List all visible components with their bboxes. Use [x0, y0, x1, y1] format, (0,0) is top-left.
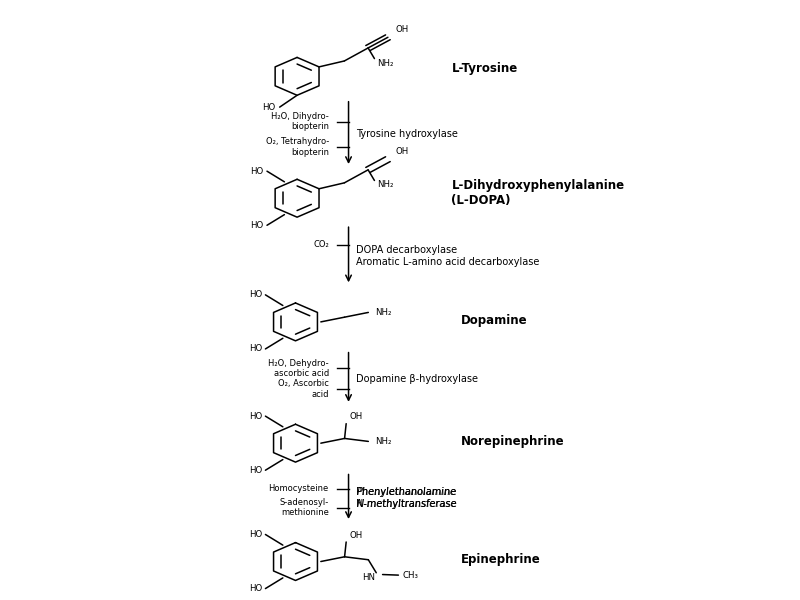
Text: Phenylethanolamine
N-methyltransferase: Phenylethanolamine N-methyltransferase	[357, 487, 457, 509]
Text: Tyrosine hydroxylase: Tyrosine hydroxylase	[357, 130, 458, 139]
Text: OH: OH	[396, 25, 409, 34]
Text: HO: HO	[250, 221, 264, 230]
Text: OH: OH	[350, 530, 362, 539]
Text: HO: HO	[249, 344, 262, 353]
Text: OH: OH	[350, 412, 362, 421]
Text: L-Tyrosine: L-Tyrosine	[451, 62, 518, 74]
Text: Dopamine: Dopamine	[461, 314, 527, 326]
Text: O₂, Ascorbic
acid: O₂, Ascorbic acid	[278, 379, 329, 399]
Text: NH₂: NH₂	[378, 59, 394, 68]
Text: CH₃: CH₃	[402, 571, 418, 580]
Text: NH₂: NH₂	[378, 181, 394, 190]
Text: HO: HO	[249, 412, 262, 421]
Text: L-Dihydroxyphenylalanine
(L-DOPA): L-Dihydroxyphenylalanine (L-DOPA)	[451, 179, 625, 208]
Text: Norepinephrine: Norepinephrine	[461, 435, 565, 448]
Text: HO: HO	[249, 530, 262, 539]
Text: HO: HO	[249, 584, 262, 593]
Text: Phenylethanolamine
N-methyltransferase: Phenylethanolamine N-methyltransferase	[357, 487, 458, 509]
Text: Dopamine β-hydroxylase: Dopamine β-hydroxylase	[357, 374, 478, 383]
Text: HO: HO	[249, 290, 262, 299]
Text: NH₂: NH₂	[374, 437, 391, 446]
Text: HO: HO	[249, 466, 262, 475]
Text: S-adenosyl-
methionine: S-adenosyl- methionine	[279, 498, 329, 517]
Text: HO: HO	[250, 167, 264, 176]
Text: Epinephrine: Epinephrine	[461, 553, 541, 566]
Text: O₂, Tetrahydro-
biopterin: O₂, Tetrahydro- biopterin	[266, 137, 329, 157]
Text: H₂O, Dehydro-
ascorbic acid: H₂O, Dehydro- ascorbic acid	[268, 359, 329, 378]
Text: Homocysteine: Homocysteine	[269, 484, 329, 493]
Text: DOPA decarboxylase
Aromatic L-amino acid decarboxylase: DOPA decarboxylase Aromatic L-amino acid…	[357, 245, 540, 267]
Text: CO₂: CO₂	[313, 240, 329, 249]
Text: H₂O, Dihydro-
biopterin: H₂O, Dihydro- biopterin	[271, 112, 329, 131]
Text: HO: HO	[262, 103, 276, 112]
Text: OH: OH	[396, 146, 409, 155]
Text: HN: HN	[362, 574, 374, 583]
Text: NH₂: NH₂	[374, 308, 391, 317]
